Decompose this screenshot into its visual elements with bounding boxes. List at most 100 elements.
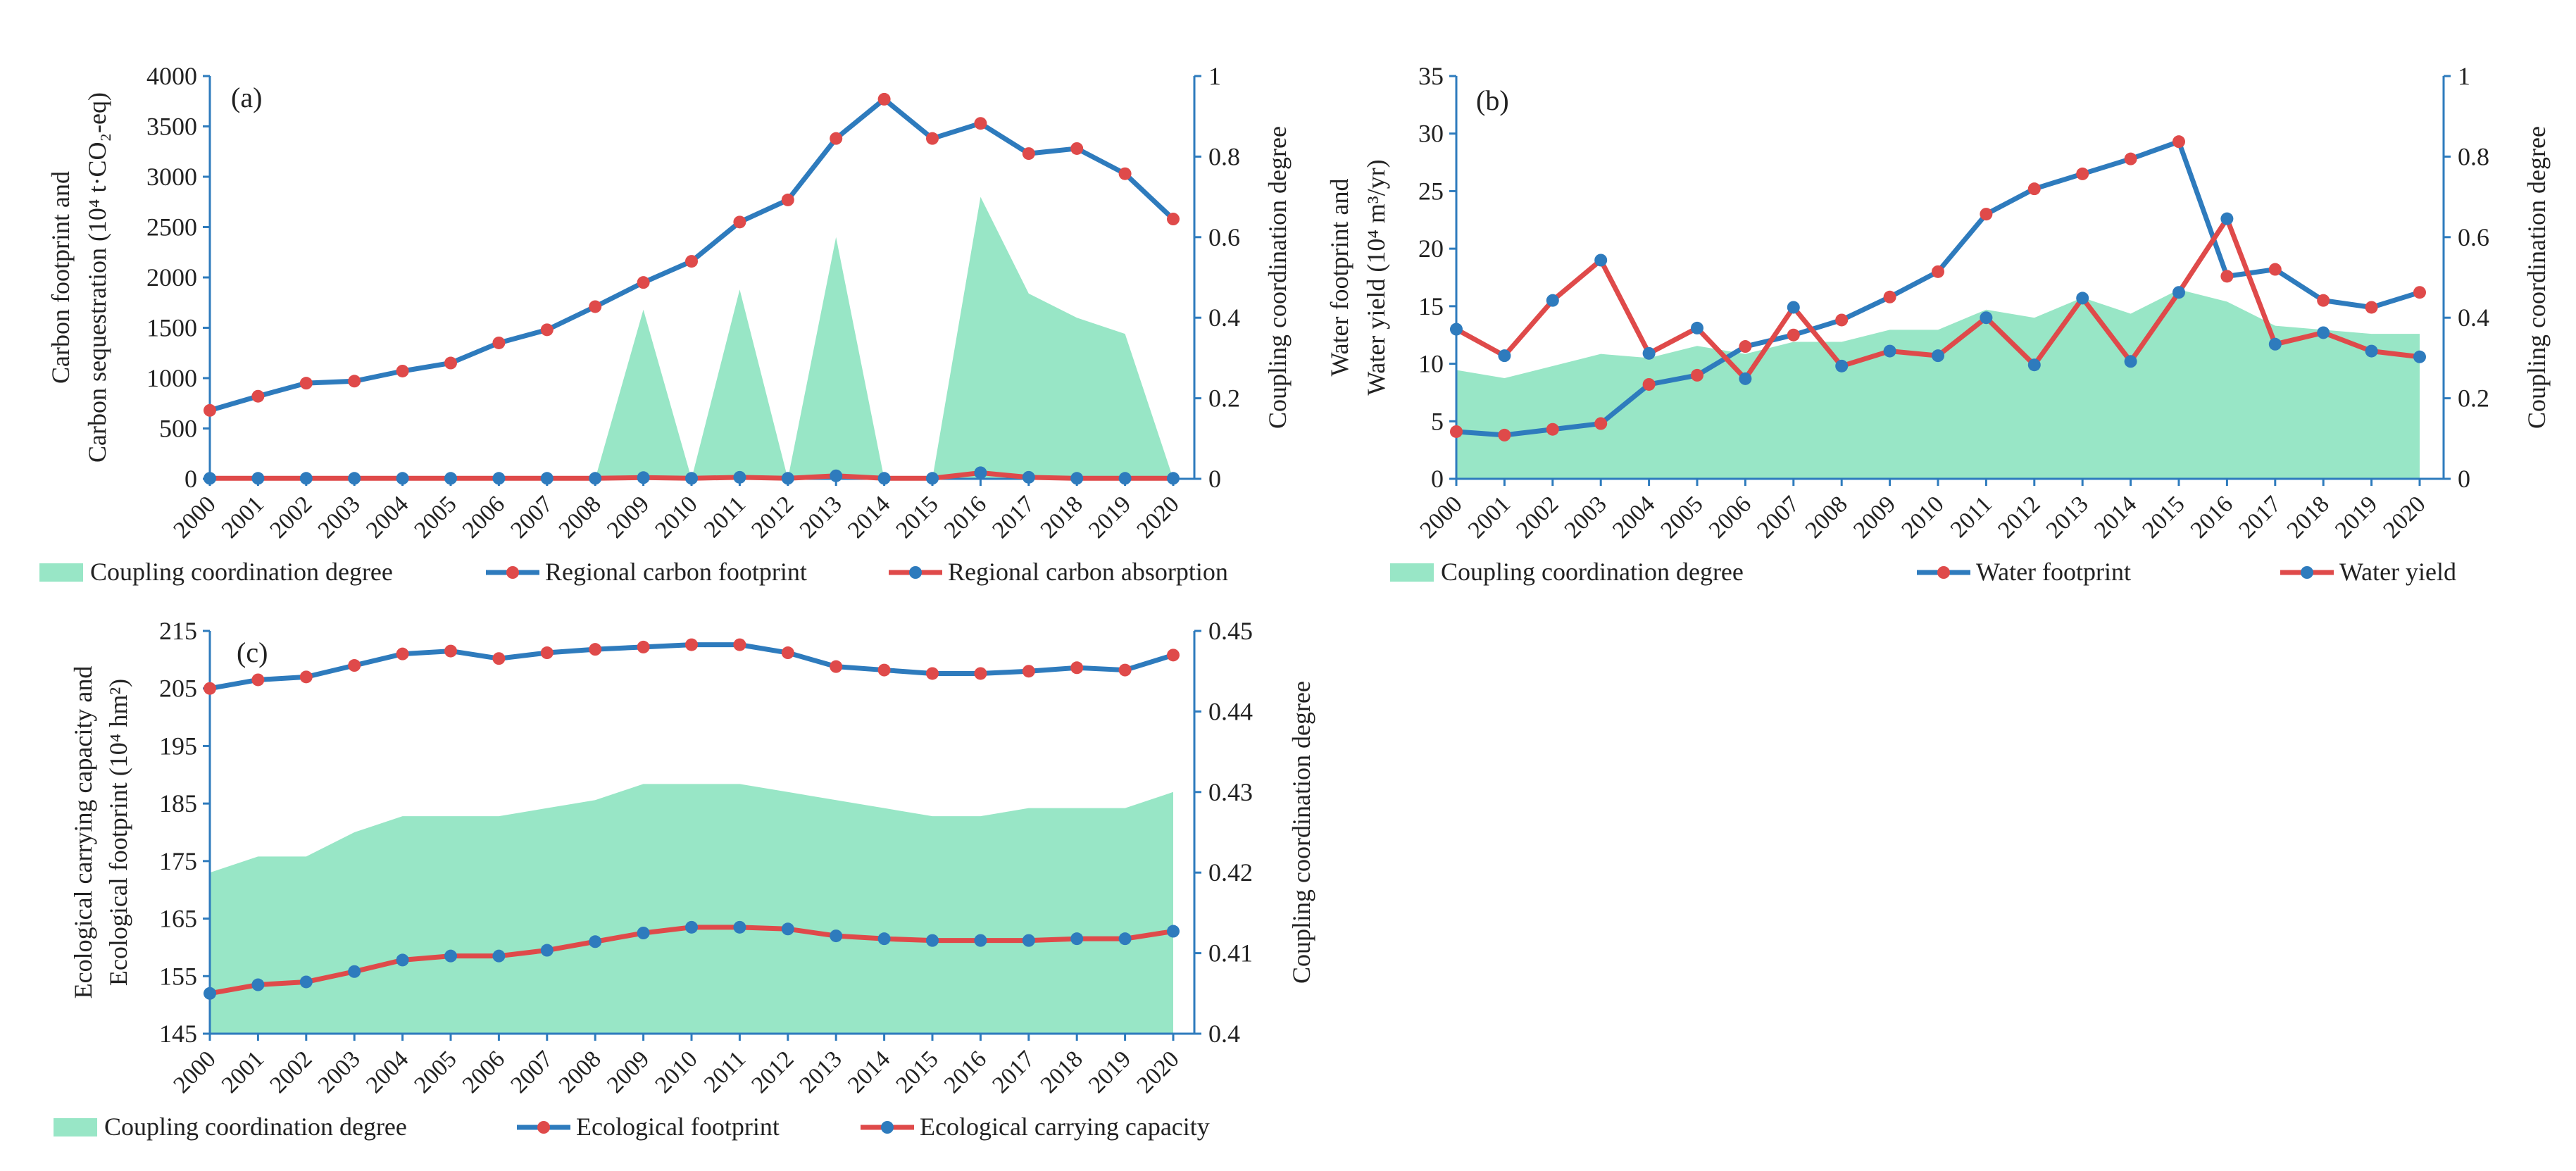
- series-point: [926, 934, 939, 947]
- x-tick-label: 2006: [458, 1046, 510, 1098]
- x-tick-label: 2015: [2137, 491, 2189, 543]
- series-point: [2076, 292, 2089, 305]
- series-point: [204, 987, 216, 1000]
- right-tick-label: 0.42: [1208, 858, 1253, 887]
- coupling-area-a: [210, 196, 1173, 479]
- x-tick-label: 2000: [168, 491, 220, 543]
- legend-label: Coupling coordination degree: [90, 558, 393, 586]
- series-point: [2220, 270, 2234, 283]
- left-tick-label: 2000: [146, 263, 197, 292]
- x-tick-label: 2005: [409, 1046, 461, 1098]
- series-point: [589, 300, 602, 313]
- left-axis-title: Water footprint and: [1325, 178, 1353, 376]
- left-tick-label: 145: [159, 1020, 197, 1048]
- series-point: [2413, 350, 2426, 363]
- series-point: [2124, 355, 2137, 368]
- right-tick-label: 0: [1208, 465, 1221, 493]
- series-point: [540, 472, 554, 485]
- series-point: [1883, 290, 1896, 303]
- series-point: [830, 660, 843, 673]
- x-tick-label: 2003: [313, 491, 365, 543]
- x-tick-label: 2009: [1849, 491, 1901, 543]
- series-point: [444, 472, 457, 485]
- x-tick-label: 2009: [602, 1046, 654, 1098]
- series-point: [589, 643, 602, 656]
- series-point: [1498, 428, 1511, 442]
- series-point: [926, 667, 939, 680]
- series-point: [830, 929, 843, 943]
- series-point: [589, 935, 602, 948]
- series-point: [733, 215, 746, 229]
- legend-swatch-marker: [881, 1121, 894, 1134]
- series-point: [492, 652, 506, 665]
- x-tick-label: 2010: [650, 491, 702, 543]
- x-tick-label: 2011: [699, 1046, 751, 1097]
- series-point: [2268, 263, 2282, 276]
- left-tick-label: 1000: [146, 364, 197, 392]
- series-point: [540, 646, 554, 660]
- series-point: [2172, 286, 2185, 299]
- series-point: [2220, 212, 2234, 225]
- series-point: [974, 667, 987, 680]
- legend-label: Coupling coordination degree: [1441, 558, 1744, 586]
- x-tick-label: 2004: [361, 491, 413, 543]
- left-tick-label: 0: [1431, 465, 1444, 493]
- legend-c: Coupling coordination degree Ecological f…: [54, 1113, 1210, 1141]
- right-axis-title: Coupling coordination degree: [1287, 681, 1315, 984]
- series-point: [877, 932, 891, 946]
- left-axis-title: Carbon sequestration (10⁴ t·CO₂-eq): [83, 92, 111, 463]
- right-tick-label: 0.44: [1208, 697, 1253, 725]
- right-tick-label: 1: [1208, 62, 1221, 90]
- x-tick-label: 2014: [2089, 491, 2142, 543]
- series-point: [1883, 344, 1896, 358]
- series-point: [589, 472, 602, 485]
- series-point: [1835, 359, 1849, 372]
- series-point: [1498, 349, 1511, 363]
- panel-label-b: (b): [1476, 84, 1509, 116]
- right-tick-label: 0.4: [2458, 303, 2489, 332]
- series-point: [1932, 349, 1944, 363]
- x-tick-label: 2007: [506, 491, 558, 543]
- x-tick-label: 2010: [1896, 491, 1949, 543]
- series-point: [877, 92, 891, 106]
- series-point: [781, 922, 794, 936]
- x-tick-label: 2009: [602, 491, 654, 543]
- series-point: [1118, 663, 1132, 677]
- series-lines-b: [1450, 135, 2426, 442]
- series-point: [2027, 182, 2041, 196]
- series-point: [974, 117, 987, 130]
- series-point: [1118, 932, 1132, 946]
- x-tick-label: 2005: [1656, 491, 1708, 543]
- x-tick-label: 2018: [1036, 1046, 1088, 1098]
- x-tick-label: 2008: [554, 491, 606, 543]
- x-tick-label: 2016: [2186, 491, 2238, 543]
- left-tick-label: 10: [1418, 350, 1444, 378]
- series-point: [2076, 167, 2089, 180]
- left-tick-label: 195: [159, 732, 197, 760]
- series-point: [492, 949, 506, 963]
- legend-label: Regional carbon absorption: [948, 558, 1228, 586]
- series-point: [1691, 321, 1703, 334]
- left-tick-label: 30: [1418, 120, 1444, 148]
- series-point: [1594, 417, 1608, 430]
- series-point: [637, 276, 650, 289]
- series-point: [1932, 265, 1944, 278]
- series-point: [1546, 422, 1559, 436]
- series-point: [1980, 311, 1993, 325]
- series-point: [299, 472, 313, 485]
- x-tick-label: 2017: [987, 491, 1039, 543]
- x-tick-label: 2001: [217, 491, 269, 543]
- x-tick-label: 2000: [168, 1046, 220, 1098]
- series-point: [1787, 301, 1800, 314]
- series-point: [299, 377, 313, 390]
- series-point: [974, 466, 987, 480]
- x-tick-label: 2014: [843, 491, 895, 543]
- series-point: [830, 132, 843, 145]
- x-tick-label: 2013: [795, 491, 847, 543]
- x-tick-label: 2015: [891, 1046, 943, 1098]
- series-point: [830, 469, 843, 482]
- right-axis-title: Coupling coordination degree: [2522, 126, 2551, 429]
- x-tick-label: 2010: [650, 1046, 702, 1098]
- series-point: [492, 336, 506, 349]
- left-tick-label: 0: [185, 465, 197, 493]
